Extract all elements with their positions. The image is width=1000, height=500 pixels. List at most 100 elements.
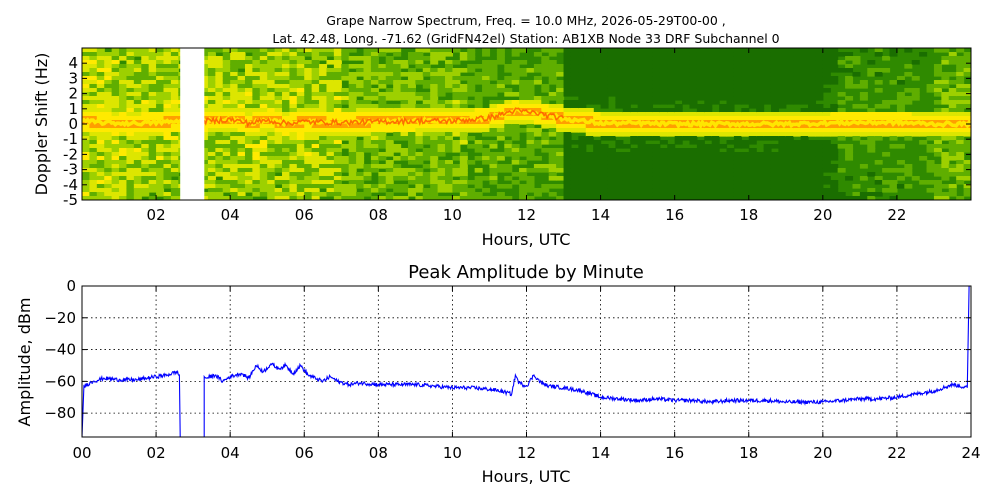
heatmap-cell <box>148 128 157 133</box>
heatmap-cell <box>148 108 157 113</box>
heatmap-cell <box>289 116 298 121</box>
heatmap-cell <box>170 132 179 137</box>
heatmap-cell <box>170 100 179 105</box>
heatmap-cell <box>304 184 313 189</box>
heatmap-cell <box>800 176 809 181</box>
heatmap-cell <box>845 144 854 149</box>
heatmap-cell <box>311 68 320 73</box>
heatmap-cell <box>82 124 91 129</box>
heatmap-cell <box>259 136 268 141</box>
heatmap-cell <box>496 80 505 85</box>
heatmap-cell <box>585 160 594 165</box>
heatmap-cell <box>333 148 342 153</box>
heatmap-cell <box>882 180 891 185</box>
heatmap-cell <box>163 148 172 153</box>
heatmap-cell <box>719 112 728 117</box>
heatmap-cell <box>356 172 365 177</box>
heatmap-cell <box>674 56 683 61</box>
heatmap-cell <box>778 64 787 69</box>
heatmap-cell <box>785 132 794 137</box>
heatmap-cell <box>733 196 742 200</box>
heatmap-cell <box>504 140 513 145</box>
heatmap-cell <box>393 68 402 73</box>
heatmap-cell <box>652 152 661 157</box>
heatmap-cell <box>519 128 528 133</box>
heatmap-cell <box>733 132 742 137</box>
heatmap-cell <box>726 84 735 89</box>
spectrogram-x-ticks: 02 04 06 08 10 12 14 16 18 20 22 <box>147 48 906 224</box>
heatmap-cell <box>207 188 216 193</box>
heatmap-cell <box>407 176 416 181</box>
heatmap-cell <box>237 60 246 65</box>
heatmap-cell <box>733 100 742 105</box>
heatmap-cell <box>948 156 957 161</box>
heatmap-cell <box>200 152 209 157</box>
heatmap-cell <box>311 52 320 57</box>
heatmap-cell <box>615 180 624 185</box>
heatmap-cell <box>163 72 172 77</box>
heatmap-cell <box>96 96 105 101</box>
heatmap-cell <box>393 164 402 169</box>
heatmap-cell <box>548 192 557 197</box>
heatmap-cell <box>682 116 691 121</box>
heatmap-cell <box>556 96 565 101</box>
heatmap-cell <box>422 116 431 121</box>
heatmap-cell <box>800 156 809 161</box>
heatmap-cell <box>111 68 120 73</box>
heatmap-cell <box>852 124 861 129</box>
heatmap-cell <box>141 92 150 97</box>
heatmap-cell <box>585 128 594 133</box>
heatmap-cell <box>726 176 735 181</box>
heatmap-cell <box>845 52 854 57</box>
heatmap-cell <box>304 80 313 85</box>
heatmap-cell <box>445 104 454 109</box>
heatmap-cell <box>274 188 283 193</box>
heatmap-cell <box>215 88 224 93</box>
heatmap-cell <box>319 100 328 105</box>
heatmap-cell <box>482 196 491 200</box>
heatmap-cell <box>348 152 357 157</box>
heatmap-cell <box>830 52 839 57</box>
heatmap-cell <box>170 184 179 189</box>
heatmap-cell <box>215 192 224 197</box>
heatmap-cell <box>156 144 165 149</box>
heatmap-cell <box>889 188 898 193</box>
heatmap-cell <box>393 112 402 117</box>
heatmap-cell <box>600 184 609 189</box>
heatmap-cell <box>467 84 476 89</box>
heatmap-cell <box>726 64 735 69</box>
heatmap-cell <box>400 104 409 109</box>
heatmap-cell <box>104 76 113 81</box>
heatmap-cell <box>400 88 409 93</box>
heatmap-cell <box>933 144 942 149</box>
heatmap-cell <box>200 180 209 185</box>
heatmap-cell <box>230 76 239 81</box>
heatmap-cell <box>659 48 668 53</box>
heatmap-cell <box>274 56 283 61</box>
heatmap-cell <box>259 132 268 137</box>
heatmap-cell <box>911 116 920 121</box>
heatmap-cell <box>82 144 91 149</box>
heatmap-cell <box>96 52 105 57</box>
heatmap-cell <box>607 180 616 185</box>
heatmap-cell <box>763 68 772 73</box>
heatmap-cell <box>941 184 950 189</box>
heatmap-cell <box>556 124 565 129</box>
heatmap-cell <box>141 176 150 181</box>
heatmap-cell <box>645 184 654 189</box>
heatmap-cell <box>793 164 802 169</box>
heatmap-cell <box>89 48 98 53</box>
heatmap-cell <box>326 104 335 109</box>
heatmap-cell <box>778 188 787 193</box>
heatmap-cell <box>600 192 609 197</box>
heatmap-cell <box>89 160 98 165</box>
heatmap-cell <box>645 92 654 97</box>
heatmap-cell <box>215 124 224 129</box>
heatmap-cell <box>704 88 713 93</box>
heatmap-cell <box>289 196 298 200</box>
heatmap-cell <box>215 136 224 141</box>
heatmap-cell <box>948 192 957 197</box>
heatmap-cell <box>719 192 728 197</box>
heatmap-cell <box>89 164 98 169</box>
